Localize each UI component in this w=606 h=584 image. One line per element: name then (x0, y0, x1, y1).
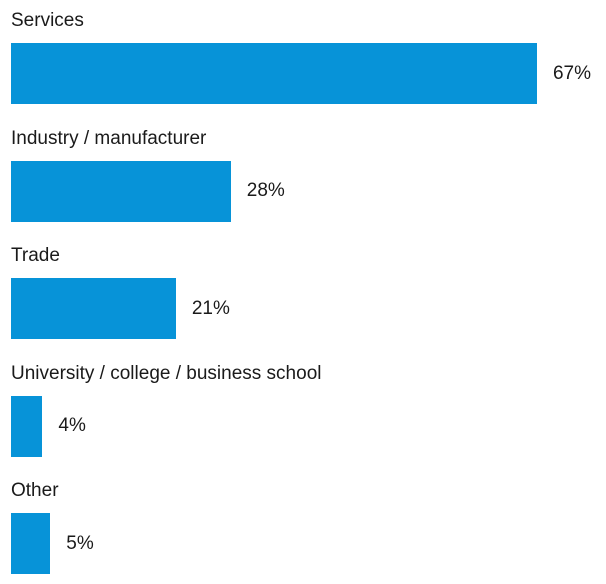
bar (11, 395, 43, 457)
bar (11, 43, 537, 104)
value-label: 67% (552, 62, 591, 84)
value-label: 4% (58, 415, 86, 436)
bar (11, 513, 51, 574)
category-label: University / college / business school (11, 362, 322, 384)
value-label: 28% (246, 180, 285, 201)
bar (11, 160, 231, 222)
value-label: 21% (191, 297, 230, 319)
category-label: Industry / manufacturer (11, 127, 207, 149)
value-label: 5% (66, 532, 94, 554)
category-label: Services (11, 10, 84, 31)
bar (11, 278, 176, 339)
category-label: Trade (11, 245, 60, 266)
category-label: Other (11, 480, 59, 501)
